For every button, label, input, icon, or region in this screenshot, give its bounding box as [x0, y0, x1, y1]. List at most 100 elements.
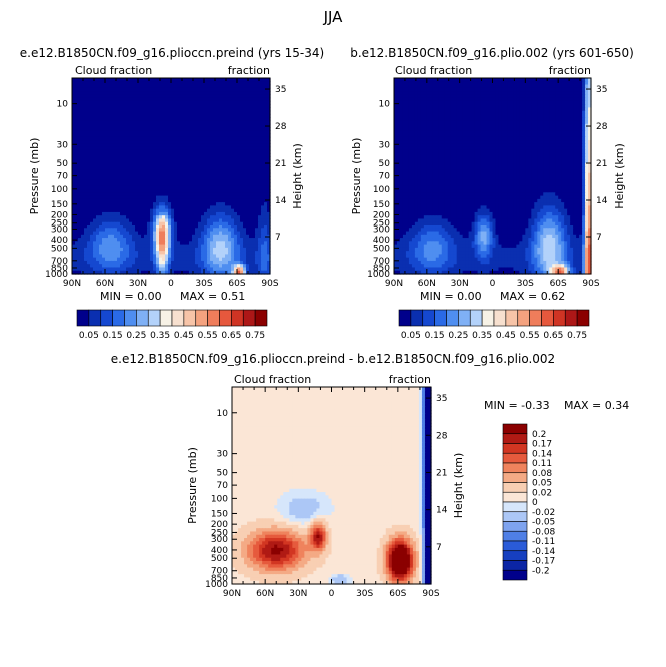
- field-cell: [255, 84, 259, 89]
- field-cell: [150, 156, 154, 161]
- field-cell: [222, 110, 226, 115]
- field-cell: [255, 162, 259, 167]
- field-cell: [105, 127, 109, 131]
- field-cell: [174, 91, 178, 95]
- field-cell: [249, 117, 253, 122]
- field-cell: [234, 94, 238, 99]
- field-cell: [261, 94, 265, 99]
- field-cell: [255, 91, 259, 95]
- field-cell: [81, 143, 85, 148]
- field-cell: [96, 127, 100, 131]
- field-cell: [255, 97, 259, 102]
- field-cell: [156, 120, 160, 125]
- field-cell: [255, 87, 259, 92]
- field-cell: [183, 104, 187, 108]
- field-cell: [204, 123, 208, 128]
- field-cell: [78, 117, 82, 122]
- field-cell: [126, 97, 130, 102]
- field-cell: [231, 78, 235, 82]
- field-cell: [204, 162, 208, 167]
- field-cell: [189, 133, 193, 138]
- field-cell: [225, 140, 229, 144]
- field-cell: [132, 91, 136, 95]
- field-cell: [231, 123, 235, 128]
- field-cell: [99, 81, 103, 86]
- field-cell: [114, 127, 118, 131]
- field-cell: [99, 156, 103, 161]
- field-cell: [258, 107, 262, 112]
- field-cell: [180, 166, 184, 171]
- field-cell: [243, 162, 247, 167]
- field-cell: [108, 120, 112, 125]
- field-cell: [186, 133, 190, 138]
- field-cell: [180, 123, 184, 128]
- field-cell: [147, 146, 151, 151]
- field-cell: [165, 156, 169, 161]
- field-cell: [213, 100, 217, 105]
- x-tick-label: 60S: [228, 279, 245, 289]
- field-cell: [237, 159, 241, 164]
- field-cell: [102, 113, 106, 118]
- field-cell: [81, 113, 85, 118]
- field-cell: [213, 162, 217, 167]
- field-cell: [102, 117, 106, 122]
- field-cell: [180, 140, 184, 144]
- field-cell: [246, 84, 250, 89]
- colorbar-swatch: [195, 309, 208, 327]
- field-cell: [237, 136, 241, 141]
- field-cell: [204, 81, 208, 86]
- field-cell: [129, 107, 133, 112]
- field-cell: [222, 97, 226, 102]
- field-cell: [132, 127, 136, 131]
- field-cell: [267, 149, 271, 154]
- colorbar-label: 0.05: [79, 331, 99, 341]
- field-cell: [117, 81, 121, 86]
- field-cell: [120, 110, 124, 115]
- field-cell: [105, 81, 109, 86]
- field-cell: [108, 117, 112, 122]
- field-cell: [129, 159, 133, 164]
- field-cell: [171, 117, 175, 122]
- field-cell: [117, 84, 121, 89]
- field-cell: [204, 104, 208, 108]
- field-cell: [153, 133, 157, 138]
- field-cell: [141, 91, 145, 95]
- field-cell: [240, 120, 244, 125]
- field-cell: [231, 91, 235, 95]
- field-cell: [153, 91, 157, 95]
- field-cell: [114, 100, 118, 105]
- field-cell: [255, 110, 259, 115]
- field-cell: [156, 117, 160, 122]
- field-cell: [240, 113, 244, 118]
- field-cell: [264, 107, 268, 112]
- field-cell: [231, 153, 235, 157]
- field-cell: [126, 110, 130, 115]
- field-cell: [102, 97, 106, 102]
- field-cell: [126, 143, 130, 148]
- field-cell: [165, 146, 169, 151]
- field-cell: [240, 104, 244, 108]
- field-cell: [234, 123, 238, 128]
- field-cell: [90, 100, 94, 105]
- field-cell: [93, 91, 97, 95]
- field-cell: [111, 81, 115, 86]
- field-cell: [204, 146, 208, 151]
- field-cell: [177, 87, 181, 92]
- field-cell: [150, 143, 154, 148]
- field-cell: [138, 110, 142, 115]
- field-cell: [171, 140, 175, 144]
- field-cell: [138, 113, 142, 118]
- field-cell: [75, 162, 79, 167]
- field-cell: [72, 117, 76, 122]
- field-cell: [195, 84, 199, 89]
- field-cell: [225, 123, 229, 128]
- field-cell: [177, 91, 181, 95]
- field-cell: [261, 120, 265, 125]
- field-cell: [240, 136, 244, 141]
- field-cell: [249, 133, 253, 138]
- field-cell: [264, 140, 268, 144]
- field-cell: [243, 97, 247, 102]
- field-cell: [231, 140, 235, 144]
- field-cell: [207, 146, 211, 151]
- field-cell: [183, 94, 187, 99]
